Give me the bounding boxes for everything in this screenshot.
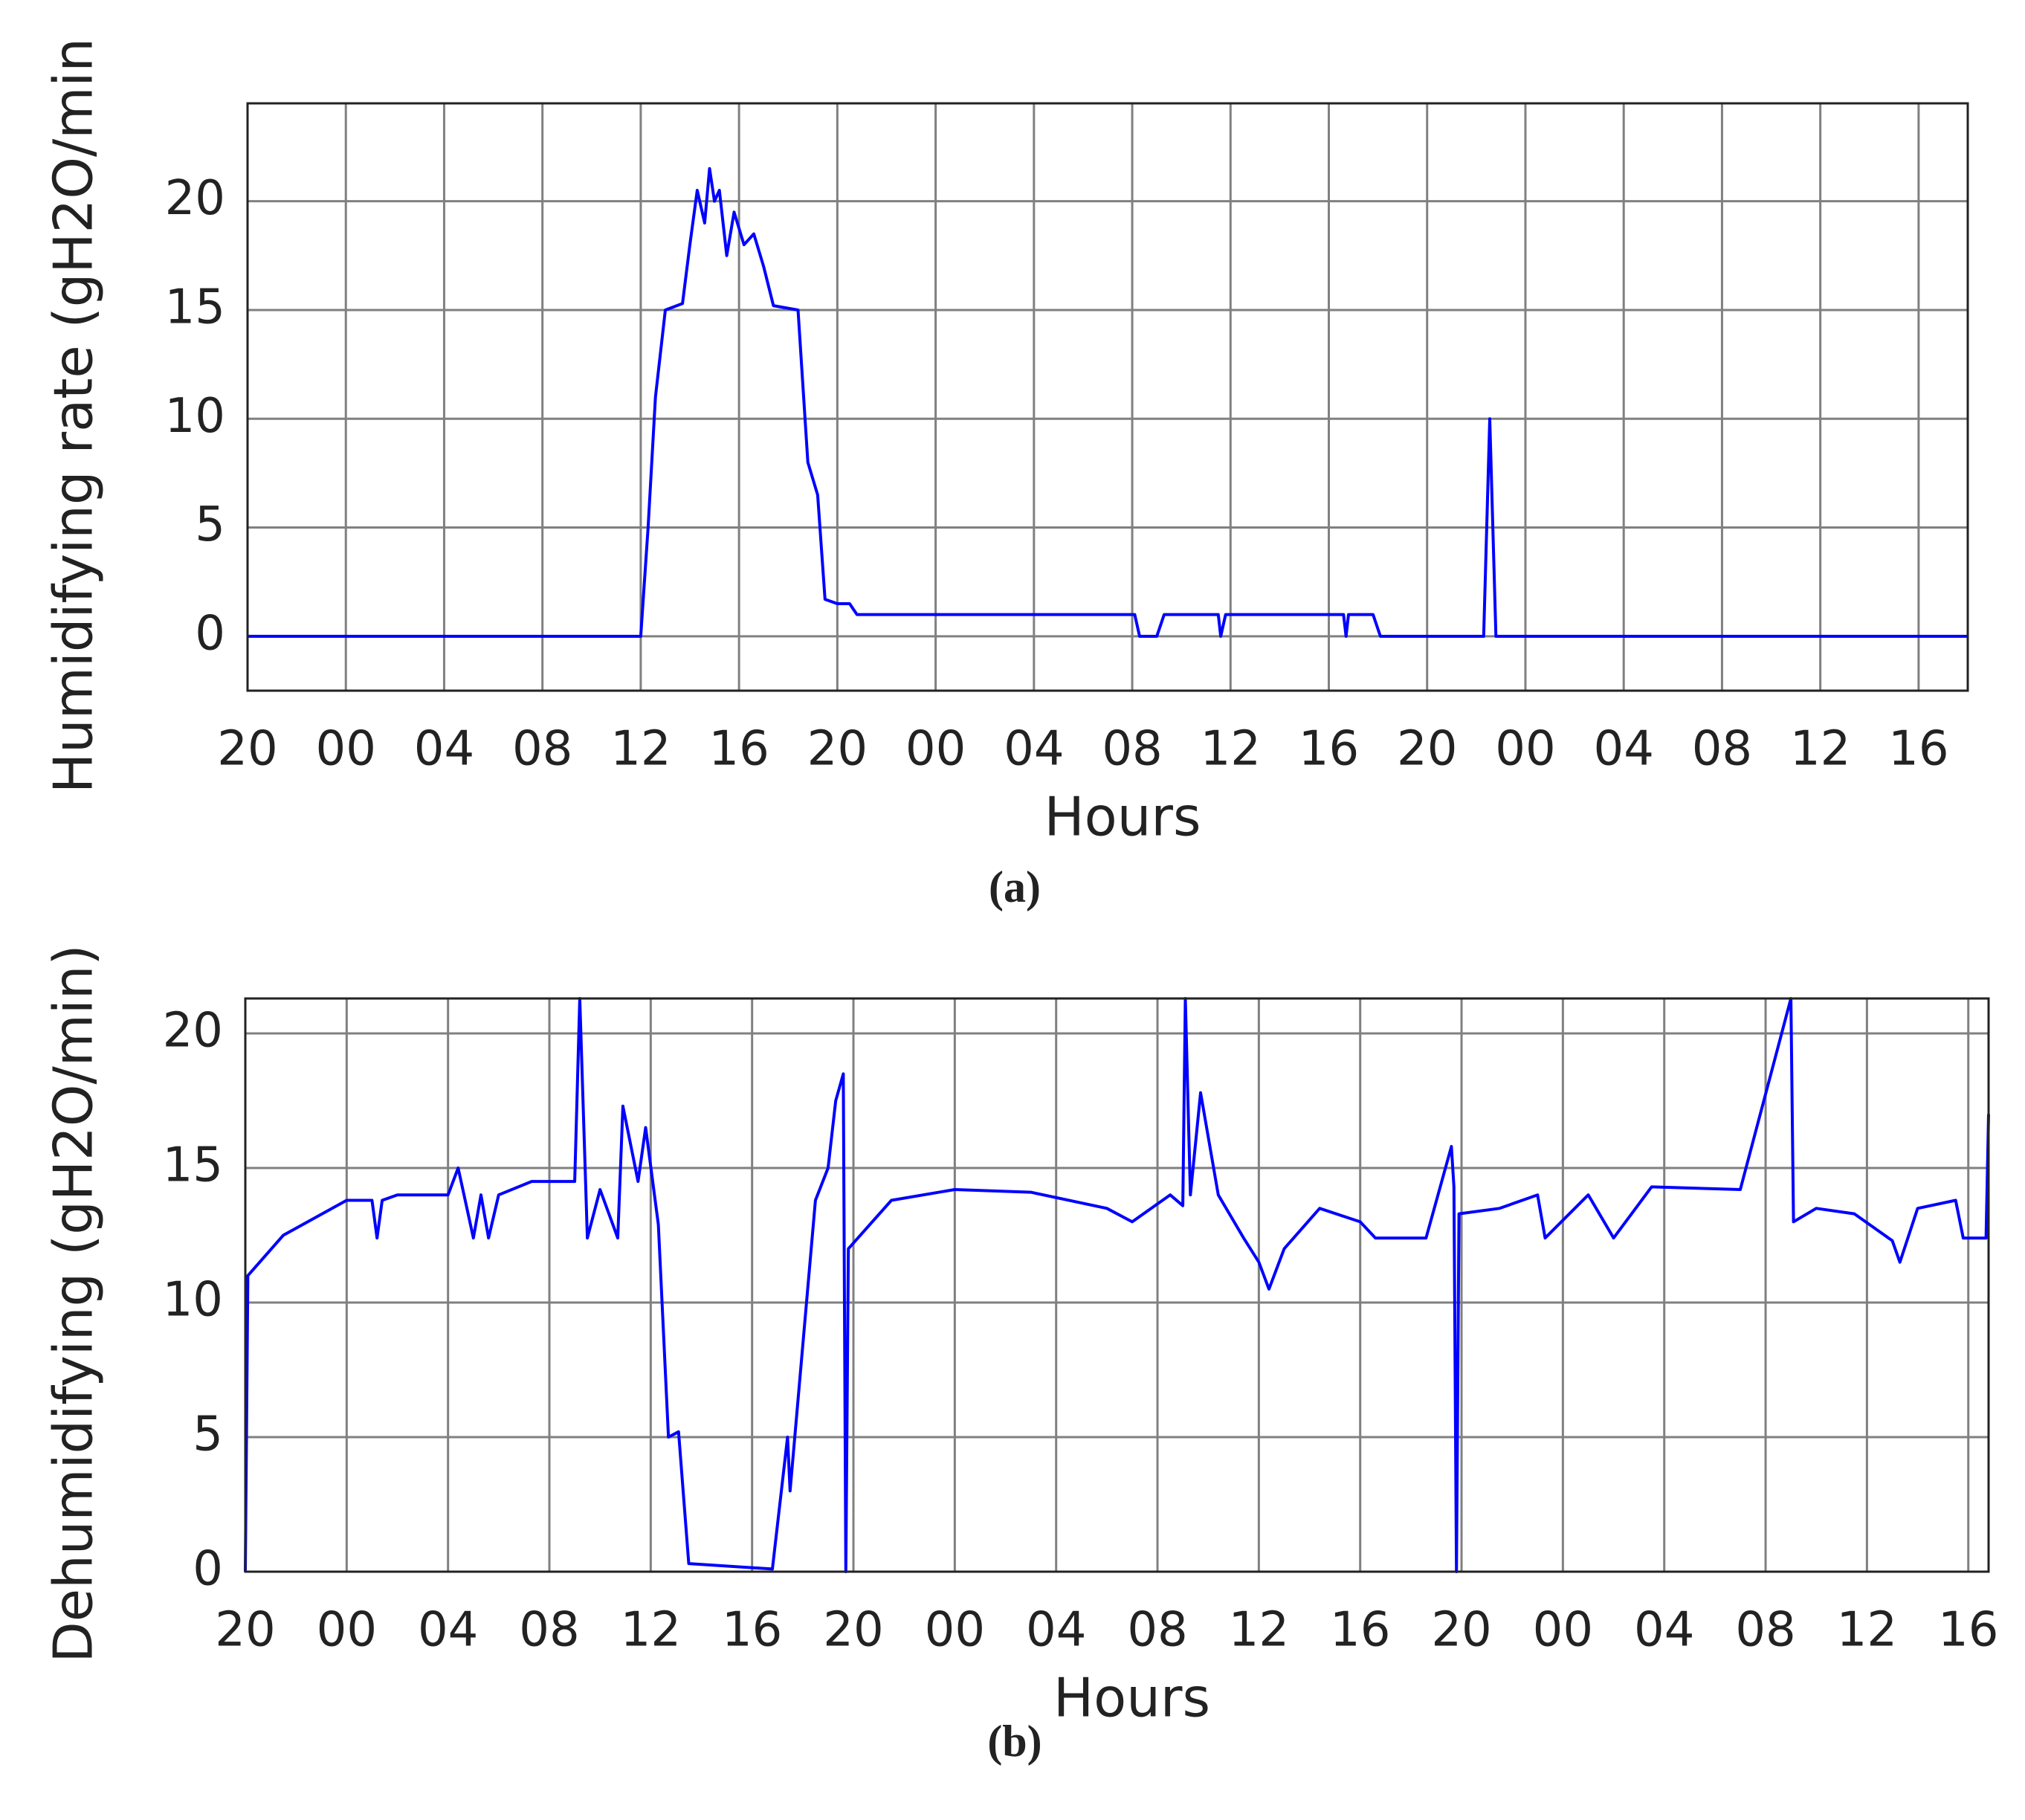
y-tick-label: 10 bbox=[165, 389, 225, 444]
x-tick-label: 00 bbox=[905, 722, 966, 777]
caption: (b) bbox=[987, 1717, 1041, 1766]
y-axis-label: Dehumidifying (gH2O/min) bbox=[42, 944, 105, 1662]
x-tick-label: 00 bbox=[1495, 722, 1555, 777]
x-tick-label: 04 bbox=[414, 722, 474, 777]
x-tick-label: 00 bbox=[925, 1603, 985, 1658]
y-tick-label: 15 bbox=[165, 280, 225, 335]
caption: (a) bbox=[989, 862, 1041, 911]
x-tick-label: 08 bbox=[1127, 1603, 1187, 1658]
x-tick-label: 16 bbox=[1330, 1603, 1390, 1658]
y-tick-label: 0 bbox=[195, 606, 225, 661]
x-tick-label: 08 bbox=[1102, 722, 1162, 777]
x-tick-label: 04 bbox=[1634, 1603, 1694, 1658]
x-tick-label: 20 bbox=[823, 1603, 883, 1658]
x-tick-label: 16 bbox=[1888, 722, 1948, 777]
data-line bbox=[244, 997, 1990, 1573]
x-tick-label: 08 bbox=[1735, 1603, 1795, 1658]
y-tick-label: 5 bbox=[195, 497, 225, 552]
x-tick-label: 04 bbox=[1026, 1603, 1086, 1658]
y-tick-label: 10 bbox=[163, 1273, 223, 1328]
x-tick-label: 12 bbox=[1229, 1603, 1289, 1658]
x-tick-label: 00 bbox=[1533, 1603, 1593, 1658]
x-tick-label: 16 bbox=[1938, 1603, 1998, 1658]
x-tick-label: 20 bbox=[215, 1603, 275, 1658]
y-tick-label: 5 bbox=[193, 1407, 223, 1462]
x-tick-label: 16 bbox=[722, 1603, 782, 1658]
y-tick-label: 20 bbox=[165, 171, 225, 226]
data-line bbox=[248, 167, 1968, 638]
x-tick-label: 20 bbox=[807, 722, 868, 777]
x-tick-label: 12 bbox=[1790, 722, 1850, 777]
y-tick-label: 20 bbox=[163, 1004, 223, 1059]
plot-frame bbox=[244, 997, 1990, 1573]
x-tick-label: 00 bbox=[316, 722, 376, 777]
x-tick-label: 04 bbox=[418, 1603, 478, 1658]
x-tick-label: 12 bbox=[621, 1603, 681, 1658]
x-tick-label: 20 bbox=[1397, 722, 1457, 777]
x-tick-label: 04 bbox=[1004, 722, 1064, 777]
x-tick-label: 08 bbox=[519, 1603, 579, 1658]
x-tick-label: 16 bbox=[1299, 722, 1359, 777]
y-axis-label: Humidifying rate (gH2O/min bbox=[42, 38, 105, 793]
x-tick-label: 04 bbox=[1593, 722, 1653, 777]
x-tick-label: 20 bbox=[217, 722, 277, 777]
x-tick-label: 08 bbox=[1692, 722, 1752, 777]
plot-frame bbox=[246, 102, 1969, 692]
x-axis-label: Hours bbox=[1044, 786, 1201, 848]
y-tick-label: 15 bbox=[163, 1138, 223, 1193]
x-axis-label: Hours bbox=[1053, 1667, 1210, 1729]
x-tick-label: 08 bbox=[512, 722, 572, 777]
x-tick-label: 12 bbox=[1837, 1603, 1897, 1658]
x-tick-label: 12 bbox=[610, 722, 671, 777]
x-tick-label: 12 bbox=[1201, 722, 1261, 777]
x-tick-label: 20 bbox=[1431, 1603, 1491, 1658]
x-tick-label: 16 bbox=[708, 722, 769, 777]
y-tick-label: 0 bbox=[193, 1542, 223, 1597]
x-tick-label: 00 bbox=[317, 1603, 377, 1658]
